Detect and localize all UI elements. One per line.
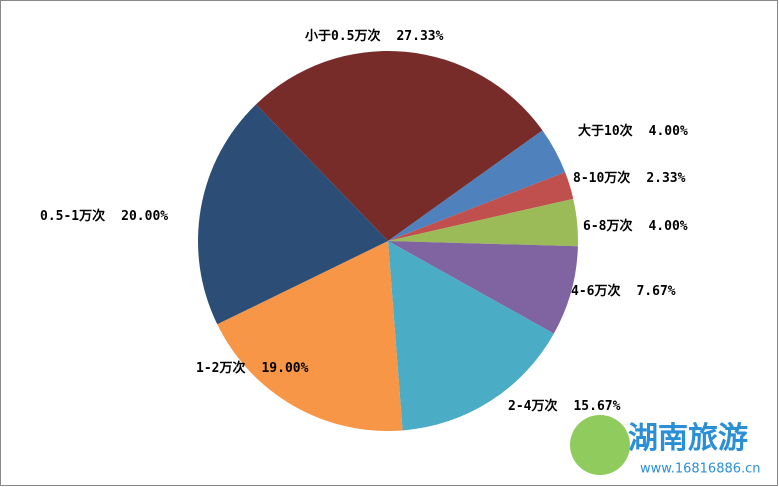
data-label: 大于10次 4.00% [578,123,688,139]
pie-slice [388,241,578,334]
category-label: 1-2万次 [196,360,245,376]
value-label: 2.33% [646,171,685,186]
category-label: 小于0.5万次 [305,28,380,44]
value-label: 4.00% [649,124,688,139]
category-label: 2-4万次 [508,398,557,414]
value-label: 19.00% [261,361,308,376]
value-label: 27.33% [396,29,443,44]
value-label: 15.67% [573,399,620,414]
category-label: 6-8万次 [583,218,632,234]
data-label: 4-6万次 7.67% [571,283,676,299]
pie-slice [256,50,543,242]
pie-slice [388,198,578,247]
value-label: 20.00% [121,209,168,224]
pie-slice [217,241,403,431]
data-label: 0.5-1万次 20.00% [40,208,168,224]
data-label: 小于0.5万次 27.33% [305,28,444,44]
pie-slice [388,241,554,431]
value-label: 4.00% [648,219,687,234]
category-label: 4-6万次 [571,283,620,299]
pie-slice [388,172,574,241]
watermark-logo [570,415,630,475]
watermark-url: www.16816886.cn [640,462,761,477]
category-label: 大于10次 [578,123,633,139]
watermark-title: 湖南旅游 [628,421,748,456]
pie-slice [198,104,388,325]
watermark: 湖南旅游 www.16816886.cn [570,415,761,477]
pie-slice [388,130,566,241]
data-label: 6-8万次 4.00% [583,218,688,234]
category-label: 8-10万次 [573,170,630,186]
data-label: 8-10万次 2.33% [573,170,686,186]
data-label: 2-4万次 15.67% [508,398,621,414]
category-label: 0.5-1万次 [40,208,105,224]
data-label: 1-2万次 19.00% [196,360,309,376]
value-label: 7.67% [636,284,675,299]
